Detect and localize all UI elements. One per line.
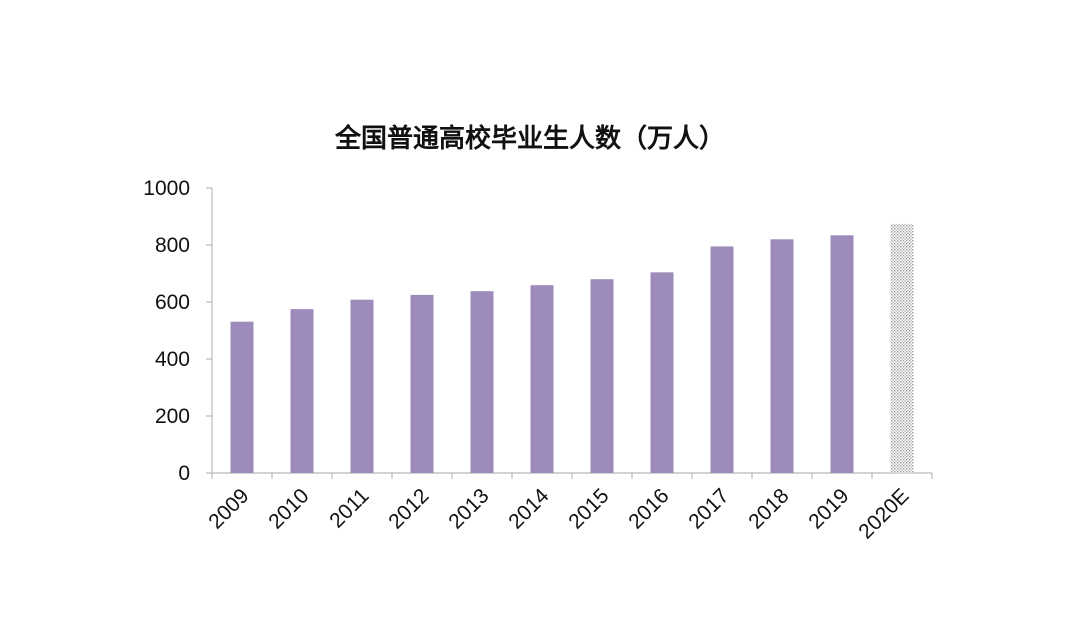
y-tick-label: 600: [155, 291, 190, 314]
bar: [710, 246, 734, 473]
x-tick-label: 2012: [384, 484, 433, 533]
x-tick-label: 2011: [325, 484, 373, 532]
bar: [590, 279, 614, 473]
bar: [410, 294, 434, 473]
bar: [350, 299, 374, 473]
bar-estimate: [890, 223, 914, 473]
x-tick-label: 2014: [504, 484, 554, 534]
bar: [470, 291, 494, 473]
y-tick-label: 0: [178, 462, 190, 485]
x-tick-label: 2009: [204, 484, 253, 533]
x-tick-label: 2016: [624, 484, 673, 533]
y-tick-label: 800: [155, 234, 190, 257]
y-tick-label: 200: [155, 405, 190, 428]
bar: [650, 272, 674, 473]
x-tick-label: 2018: [744, 484, 793, 533]
chart-title: 全国普通高校毕业生人数（万人）: [334, 123, 725, 154]
x-tick-label: 2015: [564, 484, 613, 533]
y-tick-label: 400: [155, 348, 190, 371]
bar: [830, 235, 854, 473]
x-tick-label: 2010: [264, 484, 313, 533]
x-tick-label: 2019: [804, 484, 853, 533]
y-tick-label: 1000: [143, 177, 190, 200]
bar: [530, 285, 554, 473]
bar: [770, 239, 794, 473]
bar: [290, 309, 314, 473]
x-tick-label: 2017: [684, 484, 733, 533]
x-tick-label: 2020E: [854, 484, 913, 543]
bar: [230, 321, 254, 473]
x-tick-label: 2013: [444, 484, 493, 533]
